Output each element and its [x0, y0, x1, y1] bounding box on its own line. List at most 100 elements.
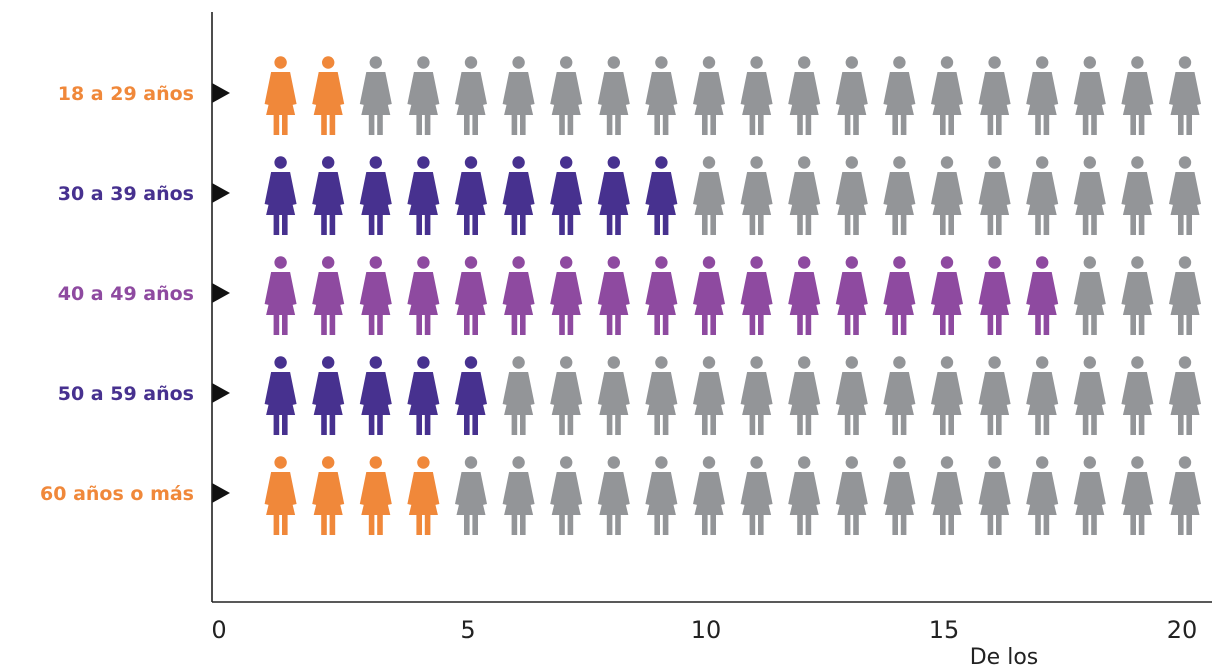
pictograph-row: 40 a 49 años — [58, 256, 1201, 335]
woman-figure-icon-gray — [502, 456, 535, 535]
woman-figure-icon-gray — [931, 156, 963, 235]
pictograph-row: 30 a 39 años — [58, 156, 1201, 235]
x-tick-label: 20 — [1167, 616, 1198, 644]
woman-figure-icon-highlighted — [312, 356, 345, 435]
woman-figure-icon-gray — [740, 456, 773, 535]
woman-figure-icon-highlighted — [883, 256, 916, 335]
woman-figure-icon-gray — [693, 356, 725, 435]
woman-figure-icon-gray — [1169, 56, 1201, 135]
woman-figure-icon-gray — [693, 56, 725, 135]
woman-figure-icon-gray — [788, 456, 821, 535]
pictograph-row: 50 a 59 años — [58, 356, 1201, 435]
woman-figure-icon-gray — [645, 356, 678, 435]
pictograph-row: 60 años o más — [40, 456, 1201, 535]
woman-figure-icon-gray — [1169, 356, 1201, 435]
woman-figure-icon-gray — [645, 456, 678, 535]
woman-figure-icon-gray — [978, 156, 1011, 235]
woman-figure-icon-highlighted — [455, 256, 487, 335]
x-tick-label: 5 — [460, 616, 475, 644]
woman-figure-icon-gray — [931, 356, 963, 435]
woman-figure-icon-highlighted — [645, 156, 678, 235]
woman-figure-icon-highlighted — [312, 56, 345, 135]
woman-figure-icon-gray — [788, 56, 821, 135]
woman-figure-icon-gray — [978, 456, 1011, 535]
woman-figure-icon-gray — [1169, 456, 1201, 535]
woman-figure-icon-gray — [788, 356, 821, 435]
woman-figure-icon-highlighted — [359, 156, 392, 235]
woman-figure-icon-gray — [788, 156, 821, 235]
woman-figure-icon-highlighted — [645, 256, 678, 335]
x-axis-ticks: 0 5 10 15 20 — [211, 616, 1197, 644]
woman-figure-icon-highlighted — [978, 256, 1011, 335]
woman-figure-icon-gray — [883, 456, 916, 535]
woman-figure-icon-gray — [597, 456, 630, 535]
woman-figure-icon-highlighted — [312, 256, 345, 335]
row-pointer-arrow — [212, 383, 230, 403]
row-pointer-arrow — [212, 283, 230, 303]
woman-figure-icon-gray — [550, 456, 583, 535]
woman-figure-icon-gray — [1026, 56, 1059, 135]
woman-figure-icon-gray — [502, 56, 535, 135]
woman-figure-icon-gray — [740, 56, 773, 135]
woman-figure-icon-gray — [550, 56, 583, 135]
woman-figure-icon-highlighted — [550, 156, 583, 235]
woman-figure-icon-highlighted — [264, 156, 297, 235]
woman-figure-icon-gray — [931, 456, 963, 535]
woman-figure-icon-highlighted — [407, 456, 440, 535]
woman-figure-icon-highlighted — [455, 356, 487, 435]
woman-figure-icon-gray — [978, 56, 1011, 135]
woman-figure-icon-gray — [883, 356, 916, 435]
woman-figure-icon-gray — [835, 456, 868, 535]
woman-figure-icon-gray — [1073, 256, 1106, 335]
woman-figure-icon-gray — [1121, 256, 1154, 335]
row-pointer-arrow — [212, 83, 230, 103]
woman-figure-icon-gray — [1121, 356, 1154, 435]
category-label: 40 a 49 años — [58, 283, 194, 305]
woman-figure-icon-highlighted — [312, 156, 345, 235]
woman-figure-icon-gray — [597, 56, 630, 135]
woman-figure-icon-highlighted — [407, 156, 440, 235]
woman-figure-icon-gray — [1121, 56, 1154, 135]
woman-figure-icon-gray — [455, 456, 487, 535]
woman-figure-icon-gray — [740, 356, 773, 435]
woman-figure-icon-gray — [931, 56, 963, 135]
category-label: 60 años o más — [40, 483, 194, 505]
woman-figure-icon-highlighted — [359, 356, 392, 435]
woman-figure-icon-highlighted — [312, 456, 345, 535]
woman-figure-icon-highlighted — [931, 256, 963, 335]
woman-figure-icon-gray — [455, 56, 487, 135]
woman-figure-icon-gray — [835, 156, 868, 235]
category-label: 30 a 39 años — [58, 183, 194, 205]
woman-figure-icon-highlighted — [502, 256, 535, 335]
x-tick-label: 15 — [929, 616, 960, 644]
woman-figure-icon-highlighted — [835, 256, 868, 335]
woman-figure-icon-gray — [883, 56, 916, 135]
woman-figure-icon-gray — [1121, 156, 1154, 235]
woman-figure-icon-gray — [1026, 356, 1059, 435]
woman-figure-icon-highlighted — [597, 256, 630, 335]
woman-figure-icon-highlighted — [264, 56, 297, 135]
woman-figure-icon-gray — [550, 356, 583, 435]
pictograph-row: 18 a 29 años — [58, 56, 1201, 135]
woman-figure-icon-highlighted — [407, 356, 440, 435]
woman-figure-icon-highlighted — [264, 456, 297, 535]
woman-figure-icon-highlighted — [597, 156, 630, 235]
row-pointer-arrow — [212, 183, 230, 203]
woman-figure-icon-highlighted — [359, 256, 392, 335]
woman-figure-icon-gray — [1121, 456, 1154, 535]
woman-figure-icon-gray — [1026, 456, 1059, 535]
woman-figure-icon-gray — [1073, 456, 1106, 535]
woman-figure-icon-gray — [978, 356, 1011, 435]
woman-figure-icon-gray — [835, 356, 868, 435]
pictograph-rows: 18 a 29 años 30 a 39 años 40 a 49 años 50 a… — [40, 56, 1201, 535]
woman-figure-icon-highlighted — [550, 256, 583, 335]
woman-figure-icon-highlighted — [1026, 256, 1059, 335]
category-label: 50 a 59 años — [58, 383, 194, 405]
woman-figure-icon-highlighted — [788, 256, 821, 335]
woman-figure-icon-gray — [407, 56, 440, 135]
woman-figure-icon-gray — [693, 456, 725, 535]
woman-figure-icon-gray — [1169, 256, 1201, 335]
row-pointer-arrow — [212, 483, 230, 503]
woman-figure-icon-gray — [740, 156, 773, 235]
